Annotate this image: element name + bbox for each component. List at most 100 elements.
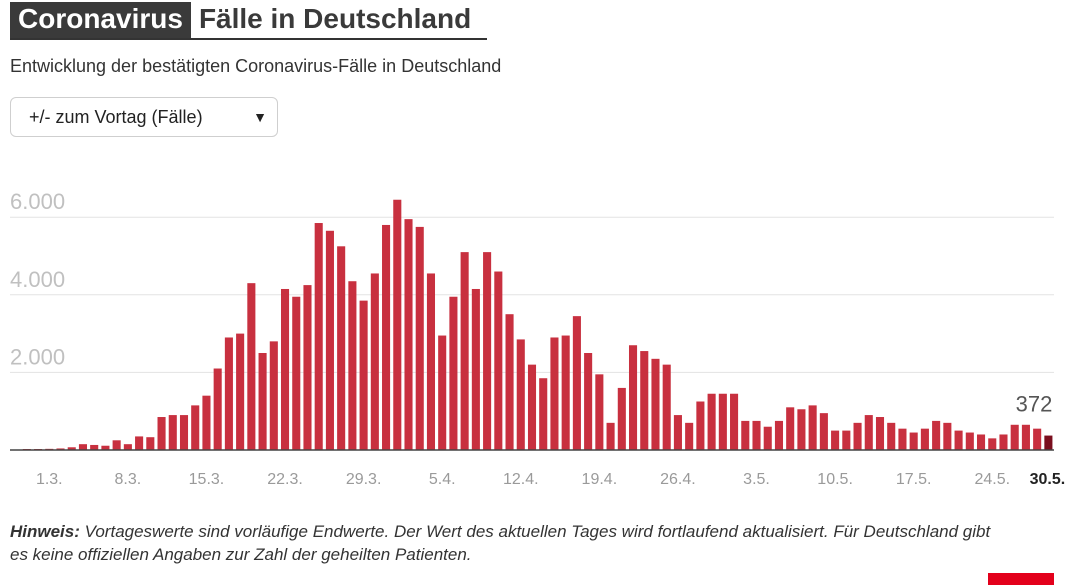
bar[interactable]: [527, 364, 537, 450]
bar[interactable]: [853, 422, 862, 450]
bar[interactable]: [808, 405, 817, 450]
bar[interactable]: [213, 368, 222, 450]
x-tick-label: 22.3.: [267, 471, 303, 488]
bar[interactable]: [797, 409, 806, 450]
bar[interactable]: [179, 415, 189, 450]
bar[interactable]: [505, 314, 514, 450]
bar[interactable]: [887, 422, 896, 450]
bar[interactable]: [90, 444, 99, 450]
bar[interactable]: [460, 252, 469, 450]
bar[interactable]: [382, 224, 391, 450]
bar[interactable]: [112, 440, 121, 450]
bar[interactable]: [1021, 424, 1030, 450]
bar[interactable]: [965, 432, 974, 450]
bar[interactable]: [819, 413, 828, 450]
chart-title: Coronavirus Fälle in Deutschland: [10, 2, 488, 40]
bar[interactable]: [325, 230, 334, 450]
bar[interactable]: [370, 273, 379, 450]
bar[interactable]: [67, 447, 76, 450]
bar[interactable]: [224, 337, 233, 450]
bar[interactable]: [359, 300, 368, 450]
bar[interactable]: [943, 422, 952, 450]
bar[interactable]: [842, 430, 851, 450]
bar[interactable]: [280, 288, 290, 450]
metric-select[interactable]: +/- zum Vortag (Fälle) ▼: [10, 97, 278, 137]
title-dark-segment: Coronavirus: [10, 2, 191, 38]
bar[interactable]: [157, 417, 166, 450]
bar[interactable]: [415, 226, 424, 450]
x-tick-label: 30.5.: [1030, 471, 1066, 488]
bar[interactable]: [236, 333, 245, 450]
bar[interactable]: [303, 285, 312, 450]
x-tick-label: 10.5.: [817, 471, 853, 488]
bar[interactable]: [135, 436, 144, 450]
bar[interactable]: [258, 353, 267, 450]
bar[interactable]: [988, 438, 997, 450]
x-tick-label: 29.3.: [346, 471, 382, 488]
bar[interactable]: [550, 337, 559, 450]
bar[interactable]: [1010, 424, 1019, 450]
bar[interactable]: [449, 296, 458, 450]
bar[interactable]: [56, 448, 65, 450]
bar[interactable]: [494, 271, 503, 450]
bar[interactable]: [1033, 428, 1042, 450]
bar[interactable]: [539, 378, 548, 450]
bar[interactable]: [999, 434, 1008, 450]
bar[interactable]: [404, 219, 413, 450]
bar[interactable]: [707, 393, 716, 450]
x-tick-label: 15.3.: [189, 471, 225, 488]
bar[interactable]: [438, 335, 447, 450]
bar[interactable]: [932, 420, 941, 450]
bar[interactable]: [640, 351, 649, 450]
bar[interactable]: [774, 420, 784, 450]
bar[interactable]: [101, 445, 110, 450]
y-tick-label: 4.000: [10, 267, 65, 292]
bar[interactable]: [595, 374, 604, 450]
bar[interactable]: [718, 393, 727, 450]
bar[interactable]: [572, 316, 581, 450]
bar[interactable]: [561, 335, 570, 450]
bar[interactable]: [1044, 435, 1053, 450]
bar[interactable]: [123, 444, 132, 450]
bar[interactable]: [202, 395, 211, 450]
bar[interactable]: [920, 428, 929, 450]
bar[interactable]: [426, 273, 436, 450]
bar[interactable]: [78, 444, 88, 450]
bar[interactable]: [606, 422, 615, 450]
bar[interactable]: [471, 288, 480, 450]
bar[interactable]: [763, 426, 772, 450]
bar[interactable]: [831, 430, 840, 450]
bar[interactable]: [752, 420, 761, 450]
footnote-label: Hinweis:: [10, 522, 80, 541]
bar[interactable]: [786, 407, 795, 450]
bar[interactable]: [875, 417, 885, 450]
bar[interactable]: [662, 364, 671, 450]
bar[interactable]: [898, 428, 907, 450]
bar[interactable]: [685, 422, 694, 450]
bar[interactable]: [730, 393, 739, 450]
bar[interactable]: [168, 415, 177, 450]
bar[interactable]: [269, 341, 278, 450]
bar[interactable]: [247, 283, 256, 450]
bar[interactable]: [146, 437, 155, 450]
bar[interactable]: [909, 432, 918, 450]
bar[interactable]: [483, 252, 492, 450]
bar[interactable]: [191, 405, 200, 450]
bar[interactable]: [516, 339, 525, 450]
bar[interactable]: [628, 345, 638, 450]
bar[interactable]: [314, 223, 323, 450]
y-tick-label: 2.000: [10, 344, 65, 369]
bar[interactable]: [696, 401, 705, 451]
bar[interactable]: [741, 420, 750, 450]
bar[interactable]: [348, 281, 357, 450]
bar[interactable]: [393, 199, 402, 450]
bar[interactable]: [617, 387, 626, 450]
bar[interactable]: [651, 358, 660, 450]
bar[interactable]: [954, 430, 963, 450]
bar[interactable]: [584, 353, 593, 450]
bar[interactable]: [337, 246, 346, 450]
bar[interactable]: [673, 415, 682, 450]
bar[interactable]: [976, 434, 986, 450]
bar[interactable]: [864, 415, 873, 450]
bar[interactable]: [292, 296, 301, 450]
